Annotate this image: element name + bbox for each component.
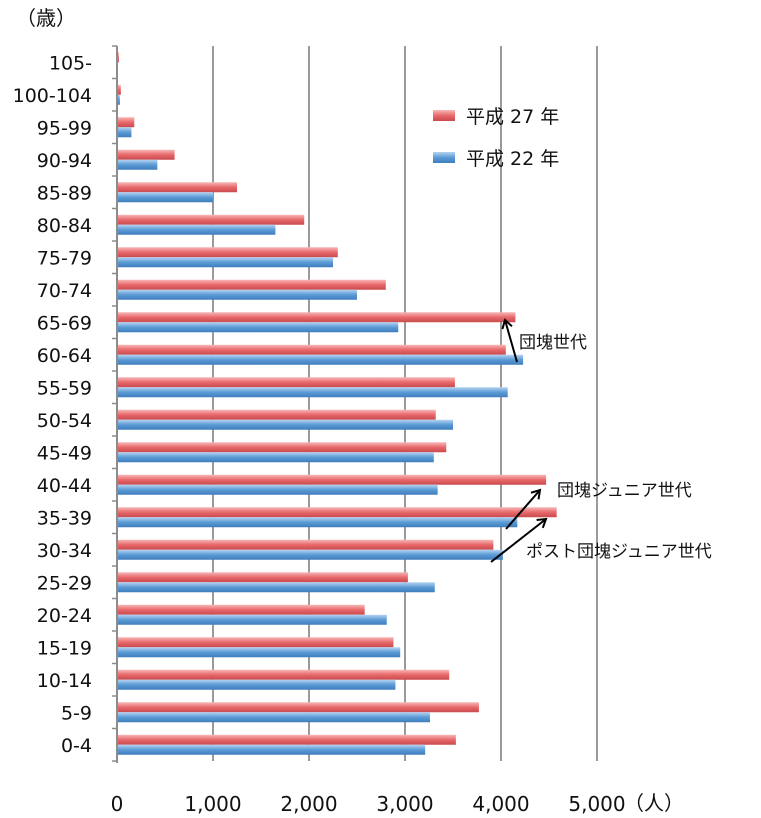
bar-h27-50-54 xyxy=(117,409,436,420)
y-tick-label: 50-54 xyxy=(37,410,92,432)
x-tick-label: 5,000 xyxy=(568,792,625,816)
y-tick-label: 85-89 xyxy=(37,182,92,204)
bar-h22-25-29 xyxy=(117,582,435,593)
annotation-arrow xyxy=(490,517,548,563)
y-tick-label: 0-4 xyxy=(61,735,92,757)
bar-h22-30-34 xyxy=(117,549,503,560)
y-tick-label: 35-39 xyxy=(37,507,92,529)
legend-swatch xyxy=(433,110,455,121)
x-tick-label: 3,000 xyxy=(376,792,433,816)
bar-h22-80-84 xyxy=(117,224,276,235)
bar-h22-75-79 xyxy=(117,257,333,268)
y-tick-label: 90-94 xyxy=(37,150,92,172)
bar-h22-65-69 xyxy=(117,322,399,333)
bar-h22-55-59 xyxy=(117,387,508,398)
bar-h22-0-4 xyxy=(117,744,426,755)
bar-h22-90-94 xyxy=(117,159,158,170)
x-tick-label: 4,000 xyxy=(472,792,529,816)
bar-h27-100-104 xyxy=(117,84,121,95)
x-tick-label: 2,000 xyxy=(280,792,337,816)
y-tick-label: 65-69 xyxy=(37,312,92,334)
bar-h27-25-29 xyxy=(117,572,408,583)
bar-h27-70-74 xyxy=(117,279,386,290)
y-tick-label: 105- xyxy=(49,52,92,74)
bar-h27-45-49 xyxy=(117,442,447,453)
bars-layer xyxy=(117,52,557,755)
bar-h22-60-64 xyxy=(117,354,524,365)
bar-h27-85-89 xyxy=(117,182,237,193)
annotation-arrow xyxy=(501,318,518,363)
legend-label: 平成 22 年 xyxy=(466,148,559,170)
bar-h22-70-74 xyxy=(117,289,357,300)
annotation-label: 団塊世代 xyxy=(519,333,587,353)
bar-h22-10-14 xyxy=(117,679,396,690)
legend-swatch xyxy=(433,152,455,163)
x-tick-label: 1,000 xyxy=(184,792,241,816)
x-tick-label: 0 xyxy=(111,792,124,816)
bar-h27-95-99 xyxy=(117,117,135,128)
bar-h27-15-19 xyxy=(117,637,394,648)
y-tick-label: 5-9 xyxy=(61,702,92,724)
bar-h27-90-94 xyxy=(117,149,175,160)
bar-h27-65-69 xyxy=(117,312,516,323)
y-tick-label: 80-84 xyxy=(37,215,92,237)
bar-h27-55-59 xyxy=(117,377,455,388)
y-tick-label: 55-59 xyxy=(37,377,92,399)
bar-h27-75-79 xyxy=(117,247,338,258)
bar-h22-85-89 xyxy=(117,192,213,203)
bar-h22-40-44 xyxy=(117,484,438,495)
y-tick-label: 40-44 xyxy=(37,475,92,497)
bar-h27-0-4 xyxy=(117,734,456,745)
y-tick-label: 25-29 xyxy=(37,572,92,594)
legend: 平成 27 年平成 22 年 xyxy=(433,106,559,170)
y-tick-label: 70-74 xyxy=(37,280,92,302)
x-unit-label: （人） xyxy=(624,791,684,815)
bar-h27-80-84 xyxy=(117,214,305,225)
bar-h27-35-39 xyxy=(117,507,557,518)
bar-h27-40-44 xyxy=(117,474,547,485)
y-tick-label: 100-104 xyxy=(13,85,92,107)
bar-h22-20-24 xyxy=(117,614,387,625)
bar-h27-30-34 xyxy=(117,539,494,550)
bar-h22-15-19 xyxy=(117,647,401,658)
bar-h22-5-9 xyxy=(117,712,430,723)
y-tick-label: 20-24 xyxy=(37,605,92,627)
bar-h22-100-104 xyxy=(117,94,120,105)
y-tick-label: 95-99 xyxy=(37,117,92,139)
legend-label: 平成 27 年 xyxy=(466,106,559,128)
bar-h22-45-49 xyxy=(117,452,434,463)
bar-h27-60-64 xyxy=(117,344,506,355)
bar-h27-20-24 xyxy=(117,604,365,615)
bar-h27-5-9 xyxy=(117,702,479,713)
annotation-label: 団塊ジュニア世代 xyxy=(557,481,692,501)
y-tick-label: 60-64 xyxy=(37,345,92,367)
y-tick-label: 75-79 xyxy=(37,247,92,269)
y-tick-label: 15-19 xyxy=(37,637,92,659)
bar-h22-95-99 xyxy=(117,127,132,138)
y-tick-label: 30-34 xyxy=(37,540,92,562)
bar-h22-35-39 xyxy=(117,517,518,528)
annotation-arrow xyxy=(505,488,542,530)
y-tick-label: 45-49 xyxy=(37,442,92,464)
y-unit-label: （歳） xyxy=(16,6,76,30)
annotation-label: ポスト団塊ジュニア世代 xyxy=(526,542,712,562)
axis-layer: 0 1,000 2,000 3,000 4,000 5,000 105- 100-104 95-… xyxy=(13,45,626,816)
y-tick-label: 10-14 xyxy=(37,670,92,692)
bar-h22-50-54 xyxy=(117,419,453,430)
bar-h27-10-14 xyxy=(117,669,450,680)
